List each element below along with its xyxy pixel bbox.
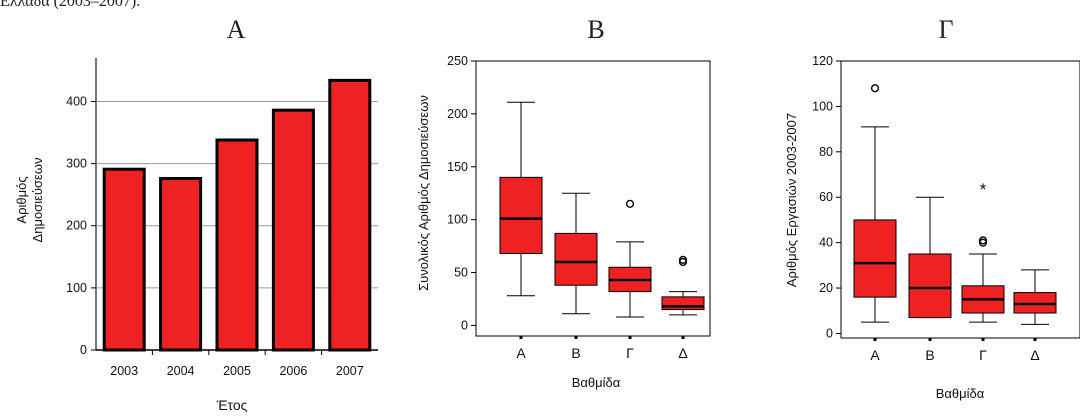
panel-b-box-1 xyxy=(499,101,543,297)
panel-c-x-tick-label: Γ xyxy=(979,347,987,363)
panel-b-y-tick-label: 50 xyxy=(454,266,468,280)
panel-b-box-plot: B 0 50 100 150 200 250 A B Γ Δ Συνολικός Αριθμός… xyxy=(416,15,711,390)
bar-2004 xyxy=(159,177,203,352)
bar-2007 xyxy=(328,78,372,352)
panel-c-y-axis-label: Αριθμός Εργασιών 2003-2007 xyxy=(784,113,799,287)
panel-b-x-tick-label: B xyxy=(571,345,580,361)
panel-c-x-tick-mark xyxy=(928,338,932,341)
panel-a-x-tick-label: 2006 xyxy=(279,364,307,378)
panel-b-box-3 xyxy=(608,199,652,318)
panel-c-x-tick-label: A xyxy=(870,347,880,363)
panel-a-x-tick-label: 2005 xyxy=(223,364,251,378)
panel-b-y-axis-label: Συνολικός Αριθμός Δημοσιεύσεων xyxy=(416,95,431,291)
panel-a-y-tick-label: 100 xyxy=(66,281,87,295)
panel-b-title: B xyxy=(587,15,604,44)
panel-c-y-tick-label: 100 xyxy=(812,99,833,113)
panel-c-y-tick-label: 20 xyxy=(819,281,833,295)
panel-c-x-tick-label: B xyxy=(925,347,934,363)
panel-c-x-tick-mark xyxy=(981,338,985,341)
figure-caption: Ελλάδα (2003–2007). xyxy=(0,0,140,10)
panel-b-y-tick-label: 250 xyxy=(447,54,468,68)
panel-b-box-4 xyxy=(661,255,705,316)
panel-c-y-tick-label: 120 xyxy=(812,54,833,68)
panel-c-x-tick-mark xyxy=(873,338,877,341)
box-iqr xyxy=(853,219,897,298)
outlier-point xyxy=(978,236,988,245)
panel-c-x-tick-mark xyxy=(1033,338,1037,341)
panel-a-y-tick-label: 200 xyxy=(66,219,87,233)
panel-c-box-4 xyxy=(1013,269,1057,325)
panel-b-x-tick-label: A xyxy=(516,345,526,361)
bar-2005 xyxy=(215,138,259,352)
box-iqr xyxy=(908,253,952,319)
panel-b-y-tick-label: 100 xyxy=(447,213,468,227)
panel-a-x-tick-label: 2007 xyxy=(336,364,364,378)
panel-c-x-tick-label: Δ xyxy=(1030,347,1039,363)
panel-a-x-tick-label: 2004 xyxy=(167,364,195,378)
panel-c-title: Γ xyxy=(938,15,953,44)
outlier-point xyxy=(870,84,880,93)
panel-a-y-tick-label: 0 xyxy=(80,343,87,357)
panel-b-y-tick-label: 0 xyxy=(461,318,468,332)
panel-c-frame xyxy=(840,60,1080,339)
panel-b-x-axis-label: Βαθμίδα xyxy=(572,375,621,390)
panel-c-box-2 xyxy=(908,196,952,319)
panel-c-y-tick-label: 60 xyxy=(819,190,833,204)
panel-a-y-axis-label: ΑριθμόςΔημοσιεύσεων xyxy=(14,158,45,243)
panel-b-boxes xyxy=(499,101,705,318)
box-iqr xyxy=(554,232,598,286)
panel-c-y-tick-label: 0 xyxy=(826,326,833,340)
panel-c-y-tick-label: 40 xyxy=(819,236,833,250)
panel-a-title: A xyxy=(227,15,246,44)
panel-a-x-axis-label: Έτος xyxy=(216,397,248,413)
bar-2003 xyxy=(102,167,146,352)
panel-b-x-tick-mark xyxy=(681,336,685,339)
panel-a-axes xyxy=(95,58,378,351)
extreme-point: * xyxy=(980,180,987,199)
panel-c-box-3: * xyxy=(961,180,1005,323)
panel-c-box-plot: Γ 0 20 40 60 80 100 120 * A B Γ Δ Αριθμός Εργασιώ… xyxy=(784,15,1080,401)
box-iqr xyxy=(661,296,705,311)
box-iqr xyxy=(499,176,543,255)
panel-b-box-2 xyxy=(554,192,598,315)
panel-a-y-axis-label-line: Δημοσιεύσεων xyxy=(30,158,45,243)
panel-b-y-tick-label: 200 xyxy=(447,107,468,121)
panel-b-x-tick-label: Δ xyxy=(678,345,687,361)
panel-b-x-tick-mark xyxy=(574,336,578,339)
panel-a-y-tick-label: 300 xyxy=(66,157,87,171)
panel-a-y-axis-label-line: Αριθμός xyxy=(14,176,29,223)
panel-c-y-ticks: 0 20 40 60 80 100 120 xyxy=(812,54,841,340)
bar-2006 xyxy=(271,108,315,352)
panel-b-y-tick-label: 150 xyxy=(447,160,468,174)
panel-a-bar-chart: A 0 100 200 300 400 2003 2004 2005 2006 2007 Αρι… xyxy=(14,15,378,413)
panel-c-y-tick-label: 80 xyxy=(819,145,833,159)
panel-b-x-tick-mark xyxy=(519,336,523,339)
panel-b-x-tick-label: Γ xyxy=(626,345,634,361)
panel-a-x-tick-label: 2003 xyxy=(110,364,138,378)
panel-a-y-tick-label: 400 xyxy=(66,94,87,108)
panel-c-box-1 xyxy=(853,84,897,323)
panel-a-bars xyxy=(102,78,372,352)
panel-c-boxes: * xyxy=(853,84,1057,325)
panel-a-y-ticks: 0 100 200 300 400 xyxy=(66,94,96,357)
panel-b-frame xyxy=(475,60,711,337)
outlier-point xyxy=(625,199,635,208)
svg-text:ΑριθμόςΔημοσιεύσεων: ΑριθμόςΔημοσιεύσεων xyxy=(14,158,45,243)
panel-b-y-ticks: 0 50 100 150 200 250 xyxy=(447,54,476,332)
panel-a-x-ticks: 2003 2004 2005 2006 2007 xyxy=(110,350,364,378)
outlier-point xyxy=(678,255,688,264)
panel-c-x-axis-label: Βαθμίδα xyxy=(936,386,985,401)
panel-b-x-tick-mark xyxy=(628,336,632,339)
